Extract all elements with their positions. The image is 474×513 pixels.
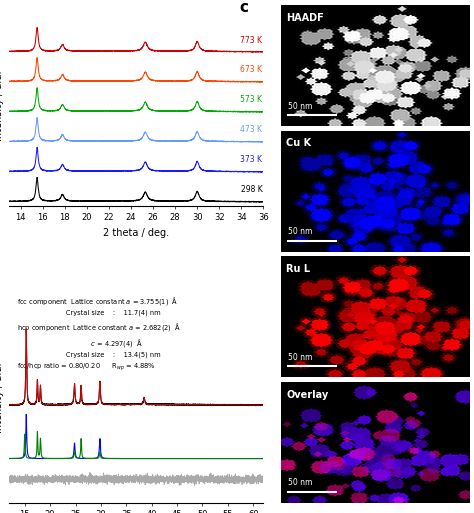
X-axis label: 2 theta / deg.: 2 theta / deg.: [103, 228, 170, 238]
Text: 773 K: 773 K: [240, 35, 262, 45]
Text: c: c: [240, 1, 249, 15]
Text: 50 nm: 50 nm: [288, 353, 312, 362]
Text: 50 nm: 50 nm: [288, 227, 312, 236]
Text: 673 K: 673 K: [240, 66, 262, 74]
Text: HAADF: HAADF: [286, 13, 324, 23]
Text: 373 K: 373 K: [240, 155, 262, 165]
Text: Cu K: Cu K: [286, 139, 311, 148]
Text: 573 K: 573 K: [240, 95, 262, 105]
Y-axis label: Intensity / a.u.: Intensity / a.u.: [0, 362, 4, 432]
Text: 298 K: 298 K: [241, 186, 262, 194]
Text: fcc component  Lattice constant $a$ = 3.755(1)  Å
                       Crystal: fcc component Lattice constant $a$ = 3.7…: [17, 295, 181, 373]
Text: 50 nm: 50 nm: [288, 478, 312, 487]
Y-axis label: Intensity / a.u.: Intensity / a.u.: [0, 70, 4, 141]
Text: 50 nm: 50 nm: [288, 102, 312, 110]
Text: Overlay: Overlay: [286, 390, 328, 400]
Text: 473 K: 473 K: [240, 126, 262, 134]
Text: Ru L: Ru L: [286, 264, 310, 274]
